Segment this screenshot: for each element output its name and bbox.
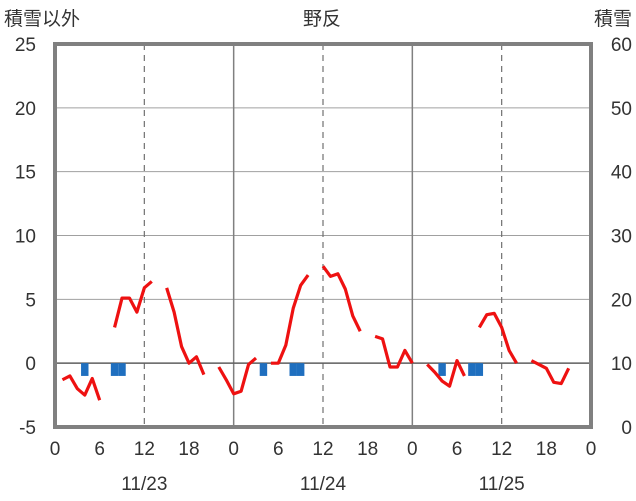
temperature-segment (477, 311, 518, 364)
grid-lines (55, 44, 591, 427)
left-axis-title: 積雪以外 (4, 8, 80, 30)
x-tick-label: 18 (357, 439, 378, 460)
x-tick-label: 12 (312, 439, 333, 460)
x-tick-label: 0 (228, 439, 239, 460)
temperature-segment (113, 280, 153, 328)
left-tick-label: 5 (25, 290, 36, 311)
right-tick-label: 60 (611, 35, 632, 56)
right-axis-ticks: 0 10 20 30 40 50 60 (611, 35, 632, 439)
day-label: 11/23 (121, 474, 167, 495)
x-tick-label: 18 (536, 439, 557, 460)
precipitation-bar (259, 363, 268, 376)
x-tick-label: 0 (407, 439, 418, 460)
precipitation-bar (468, 363, 476, 376)
right-tick-label: 40 (611, 163, 632, 184)
temperature-segment (321, 265, 362, 332)
precipitation-bar (110, 363, 119, 376)
chart-title: 野反 (303, 8, 341, 30)
left-axis-ticks: -5 0 5 10 15 20 25 (15, 35, 36, 439)
x-tick-label: 6 (273, 439, 284, 460)
precipitation-bar (438, 363, 446, 376)
x-axis-ticks: 0 6 12 18 0 6 12 18 0 6 12 18 0 (50, 439, 597, 460)
temperature-segment (374, 334, 414, 369)
right-tick-label: 50 (611, 99, 632, 120)
plot-frame (53, 42, 593, 429)
x-tick-label: 6 (452, 439, 463, 460)
day-label: 11/24 (300, 474, 347, 495)
temperature-segment (426, 359, 466, 388)
x-tick-label: 12 (491, 439, 512, 460)
precipitation-bar (475, 363, 484, 376)
precipitation-bar (118, 363, 126, 376)
precipitation-bar (81, 363, 89, 376)
left-tick-label: 20 (15, 99, 36, 120)
precipitation-bar (289, 363, 297, 376)
temperature-segment (165, 287, 206, 376)
temperature-segment (530, 359, 571, 386)
x-tick-label: 0 (50, 439, 61, 460)
right-tick-label: 10 (611, 354, 632, 375)
x-tick-label: 18 (178, 439, 199, 460)
left-tick-label: 0 (25, 354, 36, 375)
right-tick-label: 20 (611, 290, 632, 311)
temperature-segment (217, 356, 258, 396)
precipitation-bar (296, 363, 305, 376)
x-tick-label: 12 (134, 439, 155, 460)
left-tick-label: 10 (15, 227, 36, 248)
temperature-line (61, 265, 571, 401)
temperature-segment (270, 274, 310, 365)
left-tick-label: 25 (15, 35, 36, 56)
right-tick-label: 0 (621, 418, 632, 439)
day-labels: 11/23 11/24 11/25 (121, 474, 524, 495)
day-label: 11/25 (479, 474, 525, 495)
precipitation-bars (81, 363, 484, 376)
left-tick-label: -5 (19, 418, 36, 439)
x-tick-label: 0 (586, 439, 597, 460)
temperature-segment (61, 374, 102, 401)
x-tick-label: 6 (94, 439, 105, 460)
right-tick-label: 30 (611, 227, 632, 248)
left-tick-label: 15 (15, 163, 36, 184)
right-axis-title: 積雪 (594, 8, 632, 30)
